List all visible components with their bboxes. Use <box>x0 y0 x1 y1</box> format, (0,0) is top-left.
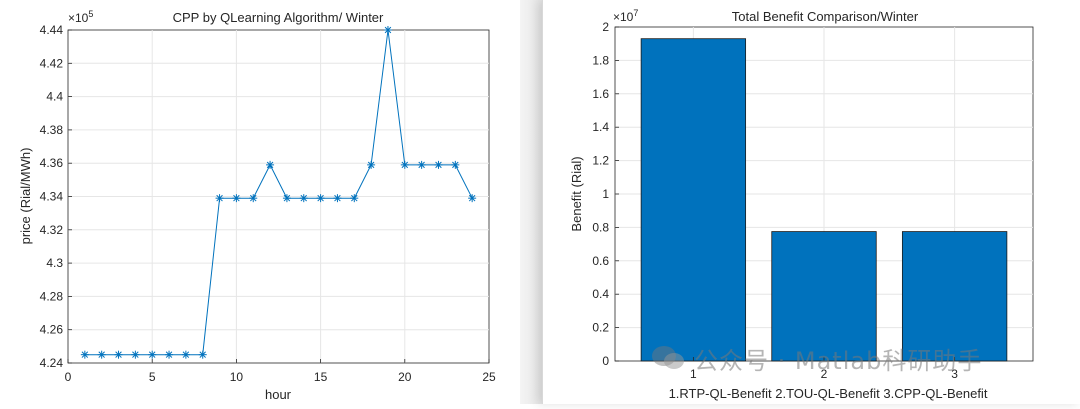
y-tick-label: 4.44 <box>40 23 64 37</box>
data-point-marker <box>249 194 258 203</box>
data-point-marker <box>114 350 123 359</box>
y-exponent-label: ×105 <box>68 9 93 25</box>
window-gutter <box>520 0 542 404</box>
benefit-bar <box>901 231 1008 362</box>
chart-title: Total Benefit Comparison/Winter <box>732 9 919 24</box>
y-tick-label: 4.24 <box>40 356 64 370</box>
y-axis-label: price (Rial/MWh) <box>18 148 33 245</box>
data-point-marker <box>266 160 275 169</box>
y-tick-label: 0 <box>602 354 609 368</box>
x-tick-label: 25 <box>482 370 496 384</box>
axis-ticks: 0 5 10 15 20 25 4.24 4.26 4.28 4.3 4.32 4.34 4.36 4.3… <box>40 23 496 384</box>
data-point-marker <box>367 160 376 169</box>
x-tick-label: 5 <box>149 370 156 384</box>
y-tick-label: 4.36 <box>40 156 64 170</box>
data-point-marker <box>80 350 89 359</box>
y-tick-label: 0.6 <box>592 254 609 268</box>
x-tick-label: 20 <box>398 370 412 384</box>
price-series-markers <box>80 26 477 359</box>
data-point-marker <box>451 160 460 169</box>
x-axis-label: 1.RTP-QL-Benefit 2.TOU-QL-Benefit 3.CPP-… <box>669 386 988 401</box>
data-point-marker <box>215 194 224 203</box>
y-tick-label: 4.26 <box>40 323 64 337</box>
x-tick-label: 1 <box>690 367 697 381</box>
y-tick-label: 4.34 <box>40 190 64 204</box>
data-point-marker <box>148 350 157 359</box>
x-tick-label: 15 <box>314 370 328 384</box>
y-tick-label: 1 <box>602 187 609 201</box>
left-figure-panel: 0 5 10 15 20 25 4.24 4.26 4.28 4.3 4.32 4.34 4.36 4.3… <box>0 0 520 404</box>
price-line-chart: 0 5 10 15 20 25 4.24 4.26 4.28 4.3 4.32 4.34 4.36 4.3… <box>18 9 496 402</box>
y-tick-label: 4.28 <box>40 289 64 303</box>
x-tick-label: 2 <box>821 367 828 381</box>
data-point-marker <box>282 194 291 203</box>
exponent-base: ×10 <box>68 11 89 25</box>
benefit-bar-chart: 0 0.2 0.4 0.6 0.8 1 1.2 1.4 1.6 1.8 2 1 2 3 Total Ben… <box>569 8 1034 401</box>
axis-ticks: 0 0.2 0.4 0.6 0.8 1 1.2 1.4 1.6 1.8 2 1 2 3 <box>592 20 958 381</box>
y-tick-label: 2 <box>602 20 609 34</box>
y-tick-label: 1.8 <box>592 53 609 67</box>
x-axis-label: hour <box>265 387 292 402</box>
y-tick-label: 4.42 <box>40 56 64 70</box>
benefit-bar <box>640 38 747 362</box>
y-tick-label: 0.4 <box>592 287 609 301</box>
data-point-marker <box>181 350 190 359</box>
y-tick-label: 0.8 <box>592 220 609 234</box>
x-tick-label: 3 <box>951 367 958 381</box>
chart-title: CPP by QLearning Algorithm/ Winter <box>173 10 384 25</box>
right-figure-panel: 0 0.2 0.4 0.6 0.8 1 1.2 1.4 1.6 1.8 2 1 2 3 Total Ben… <box>542 0 1080 404</box>
y-tick-label: 4.38 <box>40 123 64 137</box>
x-tick-label: 10 <box>230 370 244 384</box>
y-tick-label: 0.2 <box>592 321 609 335</box>
y-tick-label: 1.4 <box>592 120 609 134</box>
exponent-power: 7 <box>633 8 638 18</box>
y-tick-label: 4.32 <box>40 223 64 237</box>
data-point-marker <box>468 194 477 203</box>
y-tick-label: 1.6 <box>592 87 609 101</box>
data-point-marker <box>198 350 207 359</box>
y-axis-label: Benefit (Rial) <box>569 156 584 231</box>
data-point-marker <box>383 26 392 34</box>
y-tick-label: 4.3 <box>46 256 63 270</box>
data-point-marker <box>417 160 426 169</box>
data-point-marker <box>232 194 241 203</box>
data-point-marker <box>131 350 140 359</box>
data-point-marker <box>400 160 409 169</box>
data-point-marker <box>97 350 106 359</box>
benefit-bar <box>771 231 877 362</box>
y-exponent-label: ×107 <box>613 8 638 24</box>
exponent-power: 5 <box>88 9 93 19</box>
exponent-base: ×10 <box>613 10 634 24</box>
data-point-marker <box>316 194 325 203</box>
y-tick-label: 4.4 <box>46 90 63 104</box>
data-point-marker <box>350 194 359 203</box>
data-point-marker <box>165 350 174 359</box>
data-point-marker <box>333 194 342 203</box>
y-tick-label: 1.2 <box>592 154 609 168</box>
data-point-marker <box>299 194 308 203</box>
grid-lines <box>68 30 489 363</box>
x-tick-label: 0 <box>65 370 72 384</box>
data-point-marker <box>434 160 443 169</box>
